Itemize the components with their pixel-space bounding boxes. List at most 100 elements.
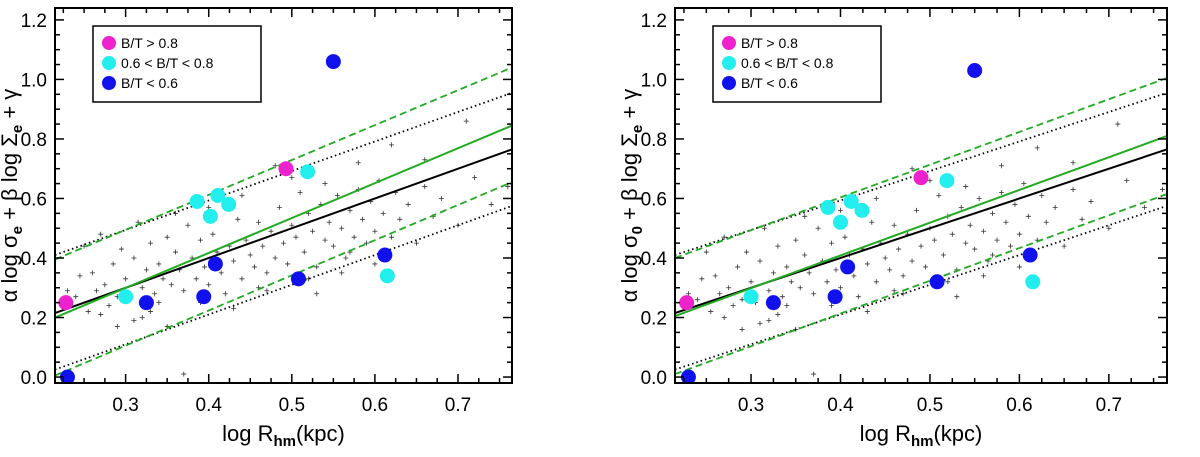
left-plus-point-12 bbox=[118, 246, 124, 252]
left-plus-point-18 bbox=[143, 267, 149, 273]
right-legend-swatch-2 bbox=[722, 76, 736, 90]
right-plus-point-83 bbox=[1088, 198, 1094, 204]
left-plus-point-32 bbox=[202, 264, 208, 270]
left-plus-point-48 bbox=[268, 228, 274, 234]
right-plus-point-9 bbox=[730, 303, 736, 309]
left-data-point-3 bbox=[189, 193, 205, 209]
right-plus-point-97 bbox=[945, 279, 951, 285]
left-plus-point-100 bbox=[172, 210, 178, 216]
right-plus-point-103 bbox=[909, 166, 915, 172]
left-x-axis-label: log Rhm(kpc) bbox=[222, 421, 345, 450]
left-plus-point-0 bbox=[64, 288, 70, 294]
right-plus-point-90 bbox=[811, 371, 817, 377]
right-plot-area bbox=[675, 63, 1167, 383]
right-legend: B/T > 0.8 0.6 < B/T < 0.8 B/T < 0.6 bbox=[712, 25, 882, 103]
right-ytick-label-0: 0.0 bbox=[641, 368, 667, 389]
right-xtick-label-3: 0.6 bbox=[1006, 395, 1032, 416]
right-plus-point-28 bbox=[815, 225, 821, 231]
right-plus-point-18 bbox=[770, 270, 776, 276]
left-plus-point-22 bbox=[160, 276, 166, 282]
left-plus-point-68 bbox=[351, 234, 357, 240]
right-plus-point-68 bbox=[994, 237, 1000, 243]
right-ylabel-c: + γ bbox=[617, 89, 642, 125]
left-plus-point-37 bbox=[222, 291, 228, 297]
right-plus-point-104 bbox=[927, 178, 933, 184]
right-xtick-label-0: 0.3 bbox=[738, 395, 764, 416]
left-line-green-lower bbox=[55, 181, 512, 377]
right-plus-point-111 bbox=[766, 318, 772, 323]
right-plus-point-6 bbox=[717, 291, 723, 297]
left-plus-point-28 bbox=[185, 222, 191, 228]
right-plus-point-63 bbox=[972, 246, 978, 252]
right-plus-point-58 bbox=[949, 231, 955, 237]
left-plus-point-55 bbox=[297, 190, 303, 196]
left-plus-point-93 bbox=[98, 312, 104, 318]
right-ytick-label-3: 0.6 bbox=[641, 189, 667, 210]
left-xtick-label-2: 0.5 bbox=[279, 395, 305, 416]
left-legend-label-1: 0.6 < B/T < 0.8 bbox=[121, 55, 214, 71]
right-panel: 0.3 0.4 0.5 0.6 0.7 0.0 0.2 0.4 0.6 0.8 1.0 1.2 B/T… bbox=[617, 7, 1168, 450]
left-plus-point-40 bbox=[235, 216, 241, 222]
right-data-point-2 bbox=[743, 289, 759, 305]
left-xtick-label-1: 0.4 bbox=[196, 395, 223, 416]
left-ytick-label-4: 0.8 bbox=[21, 130, 47, 151]
right-legend-swatch-1 bbox=[722, 56, 736, 70]
right-plus-point-10 bbox=[735, 264, 741, 270]
left-plus-point-43 bbox=[247, 252, 253, 258]
right-data-point-8 bbox=[1025, 274, 1041, 290]
right-plus-point-15 bbox=[757, 258, 763, 264]
right-plus-point-70 bbox=[1003, 219, 1009, 225]
left-ylabel-a-sub: e bbox=[9, 226, 26, 234]
right-plus-point-77 bbox=[1039, 193, 1045, 198]
right-plus-point-32 bbox=[833, 267, 839, 273]
left-plus-point-88 bbox=[148, 309, 154, 315]
right-plus-point-44 bbox=[887, 267, 893, 273]
right-line-green-fit bbox=[675, 135, 1167, 317]
left-plus-point-70 bbox=[359, 216, 365, 222]
left-data-point-5 bbox=[210, 188, 226, 203]
right-plus-point-64 bbox=[976, 195, 982, 201]
right-plus-point-13 bbox=[748, 279, 754, 285]
right-plus-point-91 bbox=[739, 326, 745, 332]
left-plus-point-6 bbox=[94, 288, 100, 294]
left-plus-point-34 bbox=[210, 231, 216, 237]
left-legend: B/T > 0.8 0.6 < B/T < 0.8 B/T < 0.6 bbox=[92, 25, 262, 103]
right-plus-point-17 bbox=[766, 288, 772, 294]
left-plus-point-58 bbox=[310, 228, 316, 234]
right-line-black-lower bbox=[675, 205, 1167, 371]
right-x-axis-label: log Rhm(kpc) bbox=[860, 421, 983, 450]
left-plus-point-91 bbox=[114, 323, 120, 329]
left-plus-point-36 bbox=[218, 270, 224, 276]
left-plus-point-24 bbox=[168, 282, 174, 288]
left-plot-area bbox=[55, 54, 512, 383]
left-plus-point-19 bbox=[148, 240, 154, 246]
left-plus-point-62 bbox=[326, 219, 332, 225]
right-legend-entry-0: B/T > 0.8 bbox=[722, 35, 798, 51]
right-plus-point-73 bbox=[1016, 231, 1022, 237]
left-plus-point-98 bbox=[339, 270, 345, 276]
right-plus-point-86 bbox=[1142, 204, 1148, 210]
left-ytick-label-2: 0.4 bbox=[21, 249, 48, 270]
right-plus-point-85 bbox=[1124, 178, 1130, 184]
left-data-point-4 bbox=[202, 208, 218, 224]
right-plus-point-37 bbox=[855, 294, 861, 300]
right-plus-point-102 bbox=[873, 195, 879, 201]
right-legend-swatch-0 bbox=[722, 36, 736, 50]
left-legend-entry-1: 0.6 < B/T < 0.8 bbox=[102, 55, 214, 71]
right-plus-point-105 bbox=[963, 184, 969, 190]
left-plus-point-13 bbox=[123, 276, 129, 282]
left-plus-point-103 bbox=[272, 163, 278, 169]
right-legend-entry-2: B/T < 0.6 bbox=[722, 75, 798, 91]
left-data-point-0 bbox=[58, 295, 74, 311]
left-plus-point-8 bbox=[102, 282, 108, 288]
right-plus-point-82 bbox=[1079, 216, 1085, 222]
right-plus-point-25 bbox=[802, 252, 808, 258]
left-line-green-fit bbox=[55, 124, 512, 319]
left-plus-point-53 bbox=[289, 222, 295, 228]
left-plus-point-83 bbox=[438, 195, 444, 201]
left-plus-point-1 bbox=[73, 294, 79, 300]
right-plus-point-71 bbox=[1007, 243, 1013, 249]
left-axis-ticks: 0.3 0.4 0.5 0.6 0.7 0.0 0.2 0.4 0.6 0.8 1.0 1.2 bbox=[21, 8, 512, 416]
left-plus-point-65 bbox=[339, 225, 345, 231]
left-ytick-label-5: 1.0 bbox=[21, 70, 47, 91]
